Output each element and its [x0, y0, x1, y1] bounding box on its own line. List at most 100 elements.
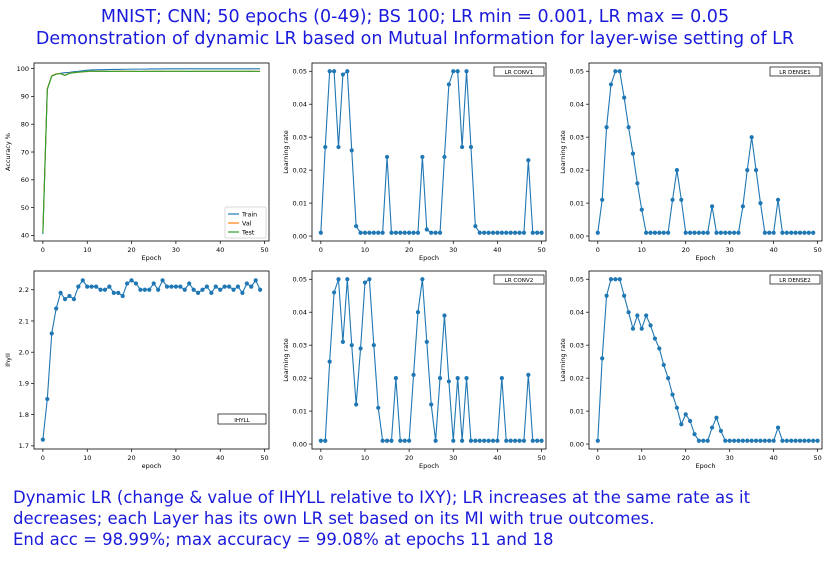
y-axis-label: IhyII [4, 353, 12, 367]
data-point [218, 287, 223, 292]
x-axis-label: Epoch [419, 462, 439, 470]
data-point [608, 82, 614, 87]
data-point [331, 69, 337, 74]
chart-label: LR DENSE2 [779, 278, 810, 284]
data-point [635, 313, 640, 318]
data-point [195, 290, 201, 295]
data-point [464, 376, 469, 381]
data-point [705, 438, 710, 443]
data-point [797, 230, 803, 235]
x-tick-label: 10 [638, 246, 646, 254]
data-point [240, 290, 245, 295]
data-point [688, 418, 693, 424]
x-tick-label: 0 [319, 246, 323, 254]
data-point [521, 438, 527, 443]
data-point [789, 230, 794, 235]
data-point [508, 438, 513, 443]
x-tick-label: 50 [537, 454, 545, 462]
data-point [745, 168, 750, 173]
data-point [389, 438, 394, 443]
data-point [336, 144, 341, 150]
data-point [191, 287, 196, 292]
y-tick-label: 0.02 [570, 374, 584, 382]
data-point [701, 438, 706, 443]
data-point [62, 297, 68, 302]
data-point [775, 197, 781, 202]
x-tick-label: 40 [216, 246, 224, 254]
data-point [156, 287, 161, 292]
data-point [116, 290, 121, 295]
data-point [226, 284, 232, 289]
data-point [617, 69, 622, 74]
data-point [508, 230, 513, 235]
legend-entry: Train [241, 211, 257, 218]
data-point [526, 372, 531, 377]
data-point [727, 230, 732, 235]
chart-label: IHYLL [234, 418, 250, 424]
x-tick-label: 0 [41, 246, 45, 254]
data-point [451, 438, 456, 443]
data-point [767, 438, 772, 443]
data-point [182, 287, 187, 292]
x-tick-label: 30 [172, 246, 180, 254]
data-point [652, 336, 658, 341]
data-point [639, 326, 644, 331]
data-point [758, 438, 763, 443]
legend-box [224, 206, 267, 239]
x-tick-label: 10 [638, 454, 646, 462]
plot-frame [588, 62, 823, 242]
data-point [380, 230, 385, 235]
data-point [147, 287, 152, 292]
x-tick-label: 10 [83, 246, 91, 254]
y-tick-label: 70 [21, 148, 29, 156]
y-tick-label: 0.00 [293, 232, 307, 240]
data-point [753, 168, 759, 173]
data-point [767, 230, 772, 235]
y-tick-label: 50 [21, 204, 29, 212]
data-point [40, 437, 45, 442]
data-point [499, 230, 504, 235]
data-point [674, 168, 680, 173]
x-tick-label: 0 [596, 454, 600, 462]
data-point [327, 69, 332, 74]
data-point [608, 277, 614, 282]
data-point [530, 438, 535, 443]
data-point [600, 197, 605, 202]
data-point [626, 125, 631, 130]
data-point [249, 284, 254, 289]
data-point [54, 306, 59, 311]
data-point [437, 376, 443, 381]
y-tick-label: 0.03 [293, 133, 307, 141]
data-point [648, 230, 653, 235]
plot-frame [588, 270, 823, 450]
data-point [600, 356, 605, 361]
data-point [806, 230, 811, 235]
data-point [793, 230, 798, 235]
y-tick-label: 1.8 [19, 411, 29, 419]
y-tick-label: 0.02 [293, 374, 307, 382]
data-point [780, 230, 785, 235]
data-point [775, 425, 781, 430]
data-point [393, 230, 398, 235]
legend-entry: Val [242, 220, 252, 227]
summary-line3: End acc = 98.99%; max accuracy = 99.08% … [13, 530, 554, 549]
data-point [85, 284, 90, 289]
data-point [407, 230, 412, 235]
data-point [420, 154, 425, 160]
data-point [442, 154, 447, 160]
data-point [793, 438, 798, 443]
data-point [701, 230, 706, 235]
x-tick-label: 50 [537, 246, 545, 254]
data-point [784, 438, 789, 443]
data-point [595, 230, 600, 235]
data-point [477, 438, 482, 443]
y-tick-label: 2.2 [19, 286, 29, 294]
data-point [93, 284, 99, 289]
data-point [455, 376, 460, 381]
chart-label-box [769, 66, 821, 77]
data-point [451, 69, 456, 74]
data-point [125, 281, 130, 286]
